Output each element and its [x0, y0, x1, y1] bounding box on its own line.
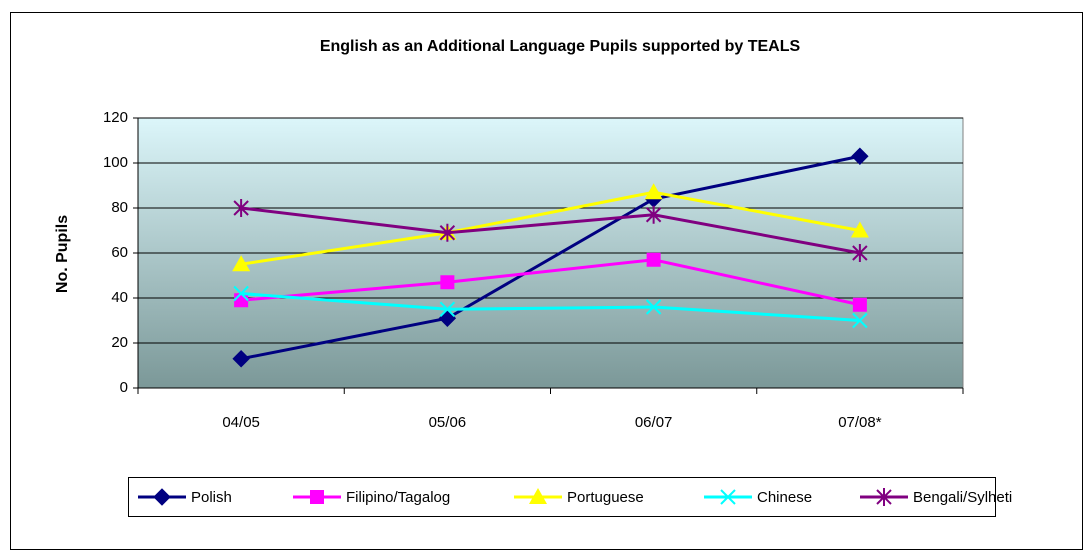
marker [233, 285, 249, 302]
x-tick-label: 05/06 [429, 414, 467, 431]
marker [646, 252, 661, 267]
marker [645, 299, 662, 315]
legend-label: Polish [191, 489, 232, 506]
x-tick-label: 06/07 [635, 414, 673, 431]
marker [233, 199, 249, 217]
marker [851, 147, 869, 165]
series-line [240, 190, 861, 266]
legend-label: Bengali/Sylheti [913, 489, 1012, 506]
y-tick-label: 0 [120, 379, 128, 396]
chart-title: English as an Additional Language Pupils… [320, 38, 801, 55]
marker [720, 489, 736, 505]
y-tick-label: 20 [111, 334, 128, 351]
marker [644, 183, 663, 200]
y-tick-label: 40 [111, 289, 128, 306]
y-tick-label: 120 [103, 109, 128, 126]
y-tick-label: 80 [111, 199, 128, 216]
legend-label: Portuguese [567, 489, 644, 506]
marker [439, 223, 456, 242]
marker [232, 350, 250, 368]
y-tick-label: 100 [103, 154, 128, 171]
x-tick-label: 07/08* [838, 414, 882, 431]
marker [440, 275, 455, 290]
marker [852, 297, 867, 312]
marker [153, 488, 171, 506]
series-line [240, 154, 861, 361]
y-tick-label: 60 [111, 244, 128, 261]
marker [310, 490, 324, 504]
y-axis-label: No. Pupils [54, 215, 71, 293]
series-line [241, 292, 860, 322]
marker [852, 312, 868, 329]
legend-label: Chinese [757, 489, 812, 506]
legend-label: Filipino/Tagalog [346, 489, 450, 506]
series-line [240, 206, 861, 255]
series-line [240, 258, 861, 307]
marker [529, 488, 547, 504]
marker [876, 488, 892, 506]
marker [232, 255, 251, 272]
marker [850, 221, 869, 238]
x-tick-label: 04/05 [222, 414, 260, 431]
marker [852, 244, 868, 262]
marker [645, 205, 662, 224]
marker [439, 301, 456, 317]
